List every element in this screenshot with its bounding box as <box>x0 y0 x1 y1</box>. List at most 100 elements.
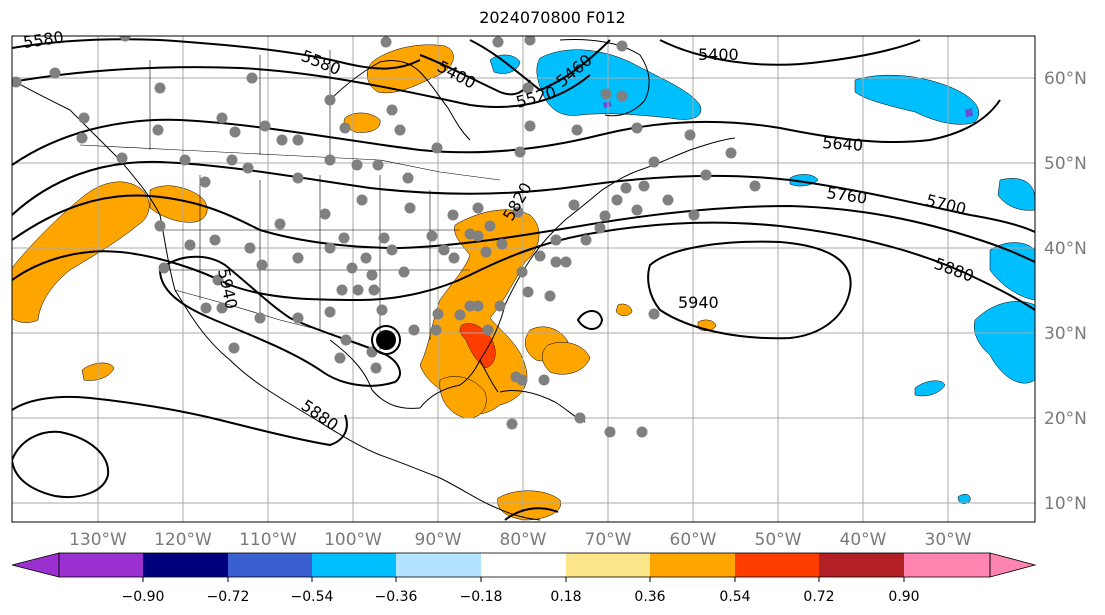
contour-5760 <box>12 194 1035 263</box>
station-dot <box>550 256 562 268</box>
station-dot <box>338 232 350 244</box>
contour-5820-caribbean <box>504 507 559 521</box>
station-dot <box>228 342 240 354</box>
orange-area-caribbean <box>542 342 591 375</box>
colorbar-segment <box>228 553 312 577</box>
station-dot <box>684 129 696 141</box>
station-dot <box>334 352 346 364</box>
orange-area-idaho <box>149 185 208 223</box>
station-dot <box>368 284 380 296</box>
station-dot <box>480 246 492 258</box>
colorbar-tick-label: 0.54 <box>719 589 750 605</box>
station-dot <box>370 362 382 374</box>
greenland-coast <box>559 39 650 117</box>
station-dot <box>226 154 238 166</box>
station-dot <box>516 374 528 386</box>
colorbar-segment <box>312 553 396 577</box>
station-dot <box>158 262 170 274</box>
contour-5940-loop <box>647 240 852 340</box>
contour-5880-loop <box>12 430 110 498</box>
station-dot <box>574 412 586 424</box>
lon-label: 50°W <box>755 530 802 550</box>
station-dot <box>292 252 304 264</box>
colorbar-segment <box>481 553 566 577</box>
station-dot <box>512 206 524 218</box>
station-dot <box>604 426 616 438</box>
station-dot <box>356 194 368 206</box>
lon-label: 90°W <box>415 530 462 550</box>
colorbar <box>11 552 1037 582</box>
station-dot <box>378 232 390 244</box>
latitude-labels: 60°N 50°N 40°N 30°N 20°N 10°N <box>1044 69 1087 514</box>
station-dot <box>292 312 304 324</box>
contour-label: 5400 <box>698 45 739 64</box>
contour-5520 <box>12 66 591 108</box>
colorbar-segment <box>819 553 904 577</box>
height-contours <box>12 38 1035 521</box>
station-dot <box>438 244 450 256</box>
contour-5880-east <box>12 221 1035 311</box>
shaded-fields <box>12 44 1035 521</box>
station-dot <box>209 234 221 246</box>
orange-area-eastern-us <box>419 209 540 415</box>
colorbar-outline <box>58 552 991 578</box>
station-dot <box>256 259 268 271</box>
station-dot <box>620 182 632 194</box>
station-dot <box>688 209 700 221</box>
colorbar-tick-label: −0.36 <box>375 589 418 605</box>
station-dot <box>560 256 572 268</box>
map-title: 2024070800 F012 <box>479 8 626 27</box>
station-dot <box>482 324 494 336</box>
station-dot <box>372 159 384 171</box>
hudson-bay-coast <box>329 59 471 141</box>
station-dot <box>616 40 628 52</box>
station-dot <box>538 374 550 386</box>
station-dot <box>49 67 61 79</box>
contour-5580 <box>12 38 421 70</box>
station-dot <box>571 124 583 136</box>
station-dot <box>522 82 534 94</box>
station-dot <box>244 242 256 254</box>
station-dot <box>600 88 612 100</box>
lon-label: 100°W <box>324 530 382 550</box>
station-dot <box>212 274 224 286</box>
station-dot <box>522 286 534 298</box>
lon-label: 110°W <box>239 530 297 550</box>
east-coast <box>479 137 736 361</box>
contour-5940-west <box>158 255 401 387</box>
station-dot <box>408 324 420 336</box>
station-dot <box>648 156 660 168</box>
lat-label: 50°N <box>1044 154 1087 174</box>
station-dot <box>472 230 484 242</box>
station-dot <box>638 180 650 192</box>
orange-area-small-2 <box>615 303 633 316</box>
contour-5640 <box>12 99 1001 166</box>
blue-area-azores <box>914 380 946 397</box>
lat-label: 60°N <box>1044 69 1087 89</box>
station-dot <box>749 180 761 192</box>
colorbar-tick-label: −0.72 <box>207 589 250 605</box>
station-dot <box>404 202 416 214</box>
lon-label: 120°W <box>154 530 212 550</box>
station-dot <box>366 269 378 281</box>
station-markers <box>12 36 761 438</box>
station-dot <box>636 426 648 438</box>
station-dot <box>254 312 266 324</box>
colorbar-tick-label: −0.90 <box>122 589 165 605</box>
colorbar-segment <box>396 553 481 577</box>
station-dot <box>484 220 496 232</box>
station-dot <box>78 112 90 124</box>
station-dot <box>725 147 737 159</box>
station-dot <box>514 146 526 158</box>
north-american-coast <box>12 79 541 521</box>
gulf-coast <box>329 339 481 409</box>
station-dot <box>506 418 518 430</box>
station-dot <box>599 210 611 222</box>
station-dot <box>154 82 166 94</box>
colorbar-segment <box>566 553 650 577</box>
station-dot <box>319 208 331 220</box>
station-dot <box>496 238 508 250</box>
station-dot <box>119 36 131 42</box>
station-dot <box>324 242 336 254</box>
station-dot <box>276 134 288 146</box>
